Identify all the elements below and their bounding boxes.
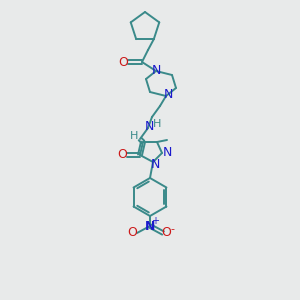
Text: O: O <box>117 148 127 161</box>
Text: O: O <box>118 56 128 68</box>
Text: -: - <box>170 224 174 234</box>
Text: N: N <box>151 64 161 76</box>
Text: N: N <box>150 158 160 170</box>
Text: O: O <box>127 226 137 239</box>
Text: H: H <box>153 119 161 129</box>
Text: N: N <box>162 146 172 158</box>
Text: N: N <box>163 88 173 101</box>
Text: N: N <box>144 121 154 134</box>
Text: N: N <box>145 220 155 232</box>
Text: +: + <box>151 216 159 226</box>
Text: H: H <box>130 131 138 141</box>
Text: O: O <box>161 226 171 239</box>
